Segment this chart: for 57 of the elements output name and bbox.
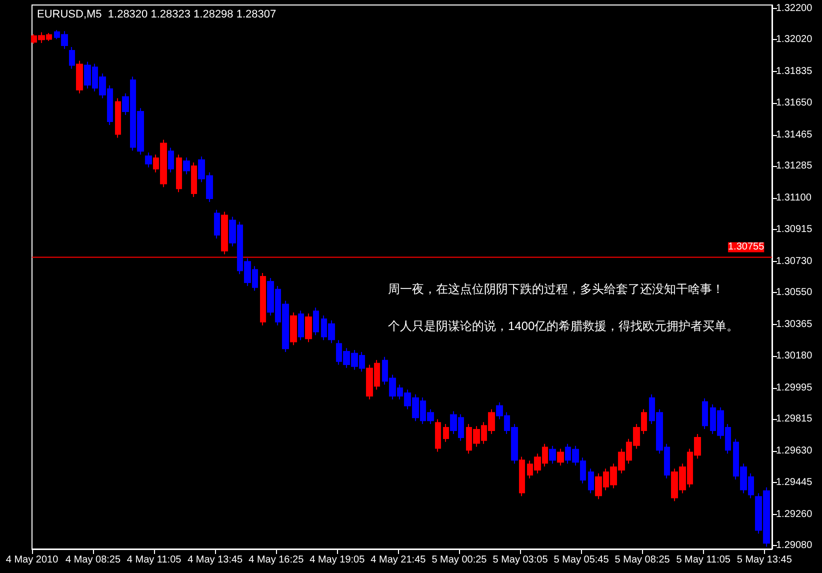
candlestick bbox=[313, 307, 319, 336]
candlestick bbox=[260, 272, 266, 326]
y-tick-label: 1.31650 bbox=[776, 98, 813, 109]
candlestick bbox=[76, 60, 83, 94]
x-tick-label: 4 May 11:05 bbox=[126, 554, 182, 566]
y-tick-label: 1.29080 bbox=[776, 540, 813, 552]
y-tick-label: 1.30730 bbox=[776, 256, 813, 268]
x-tick-label: 4 May 16:25 bbox=[248, 554, 304, 566]
y-tick-label: 1.29630 bbox=[776, 445, 813, 456]
candlestick bbox=[588, 468, 594, 494]
x-tick-label: 5 May 03:05 bbox=[492, 554, 548, 566]
y-tick-label: 1.29445 bbox=[776, 477, 813, 488]
y-tick-label: 1.29815 bbox=[776, 414, 813, 425]
x-tick-label: 4 May 21:45 bbox=[370, 554, 426, 566]
x-tick-label: 5 May 11:05 bbox=[676, 554, 731, 566]
y-tick-label: 1.30180 bbox=[776, 350, 813, 362]
candlestick bbox=[298, 310, 304, 341]
x-tick-label: 4 May 2010 bbox=[6, 554, 59, 566]
y-tick-label: 1.32200 bbox=[776, 2, 813, 14]
chart-title: EURUSD,M5 1.28320 1.28323 1.28298 1.28307 bbox=[37, 8, 276, 20]
x-tick-label: 4 May 19:05 bbox=[310, 554, 366, 566]
candlestick bbox=[221, 211, 228, 255]
y-tick-label: 1.31285 bbox=[776, 160, 813, 172]
y-tick-label: 1.29260 bbox=[776, 509, 813, 520]
y-tick-label: 1.30915 bbox=[776, 224, 813, 236]
candlestick bbox=[183, 157, 190, 175]
x-tick-label: 5 May 13:45 bbox=[736, 554, 792, 566]
candlestick bbox=[435, 418, 441, 452]
candlestick bbox=[115, 98, 121, 138]
candlestick bbox=[176, 154, 182, 193]
candlestick bbox=[557, 448, 564, 466]
candlestick bbox=[519, 456, 525, 497]
candlestick bbox=[702, 398, 708, 430]
y-tick-label: 1.31835 bbox=[776, 66, 813, 77]
ref-line-label: 1.30755 bbox=[728, 242, 765, 253]
x-tick-label: 5 May 08:25 bbox=[614, 554, 670, 566]
candlestick bbox=[168, 147, 174, 173]
y-tick-label: 1.32020 bbox=[776, 34, 813, 45]
y-tick-label: 1.30365 bbox=[776, 318, 813, 330]
x-tick-label: 5 May 05:45 bbox=[554, 554, 610, 566]
candlestick bbox=[145, 152, 152, 168]
annotation: 周一夜，在这点位阴阴下跌的过程，多头给套了还没知干啥事！ bbox=[388, 282, 724, 296]
y-tick-label: 1.31100 bbox=[776, 192, 812, 204]
candlestick bbox=[290, 312, 297, 346]
annotation: 个人只是阴谋论的说，1400亿的希腊救援，得找欧元拥护者买单。 bbox=[388, 319, 739, 333]
candlestick bbox=[191, 162, 197, 198]
candlestick bbox=[549, 445, 556, 464]
candlestick bbox=[443, 424, 449, 442]
x-tick-label: 4 May 13:45 bbox=[188, 554, 244, 566]
candlestick bbox=[69, 46, 75, 70]
y-tick-label: 1.30550 bbox=[776, 286, 813, 298]
x-tick-label: 4 May 08:25 bbox=[66, 554, 121, 566]
candlestick bbox=[214, 209, 220, 239]
x-tick-label: 5 May 00:25 bbox=[432, 554, 488, 566]
y-tick-label: 1.31465 bbox=[776, 129, 813, 140]
y-tick-label: 1.29995 bbox=[776, 382, 813, 394]
candlestick bbox=[305, 312, 312, 343]
